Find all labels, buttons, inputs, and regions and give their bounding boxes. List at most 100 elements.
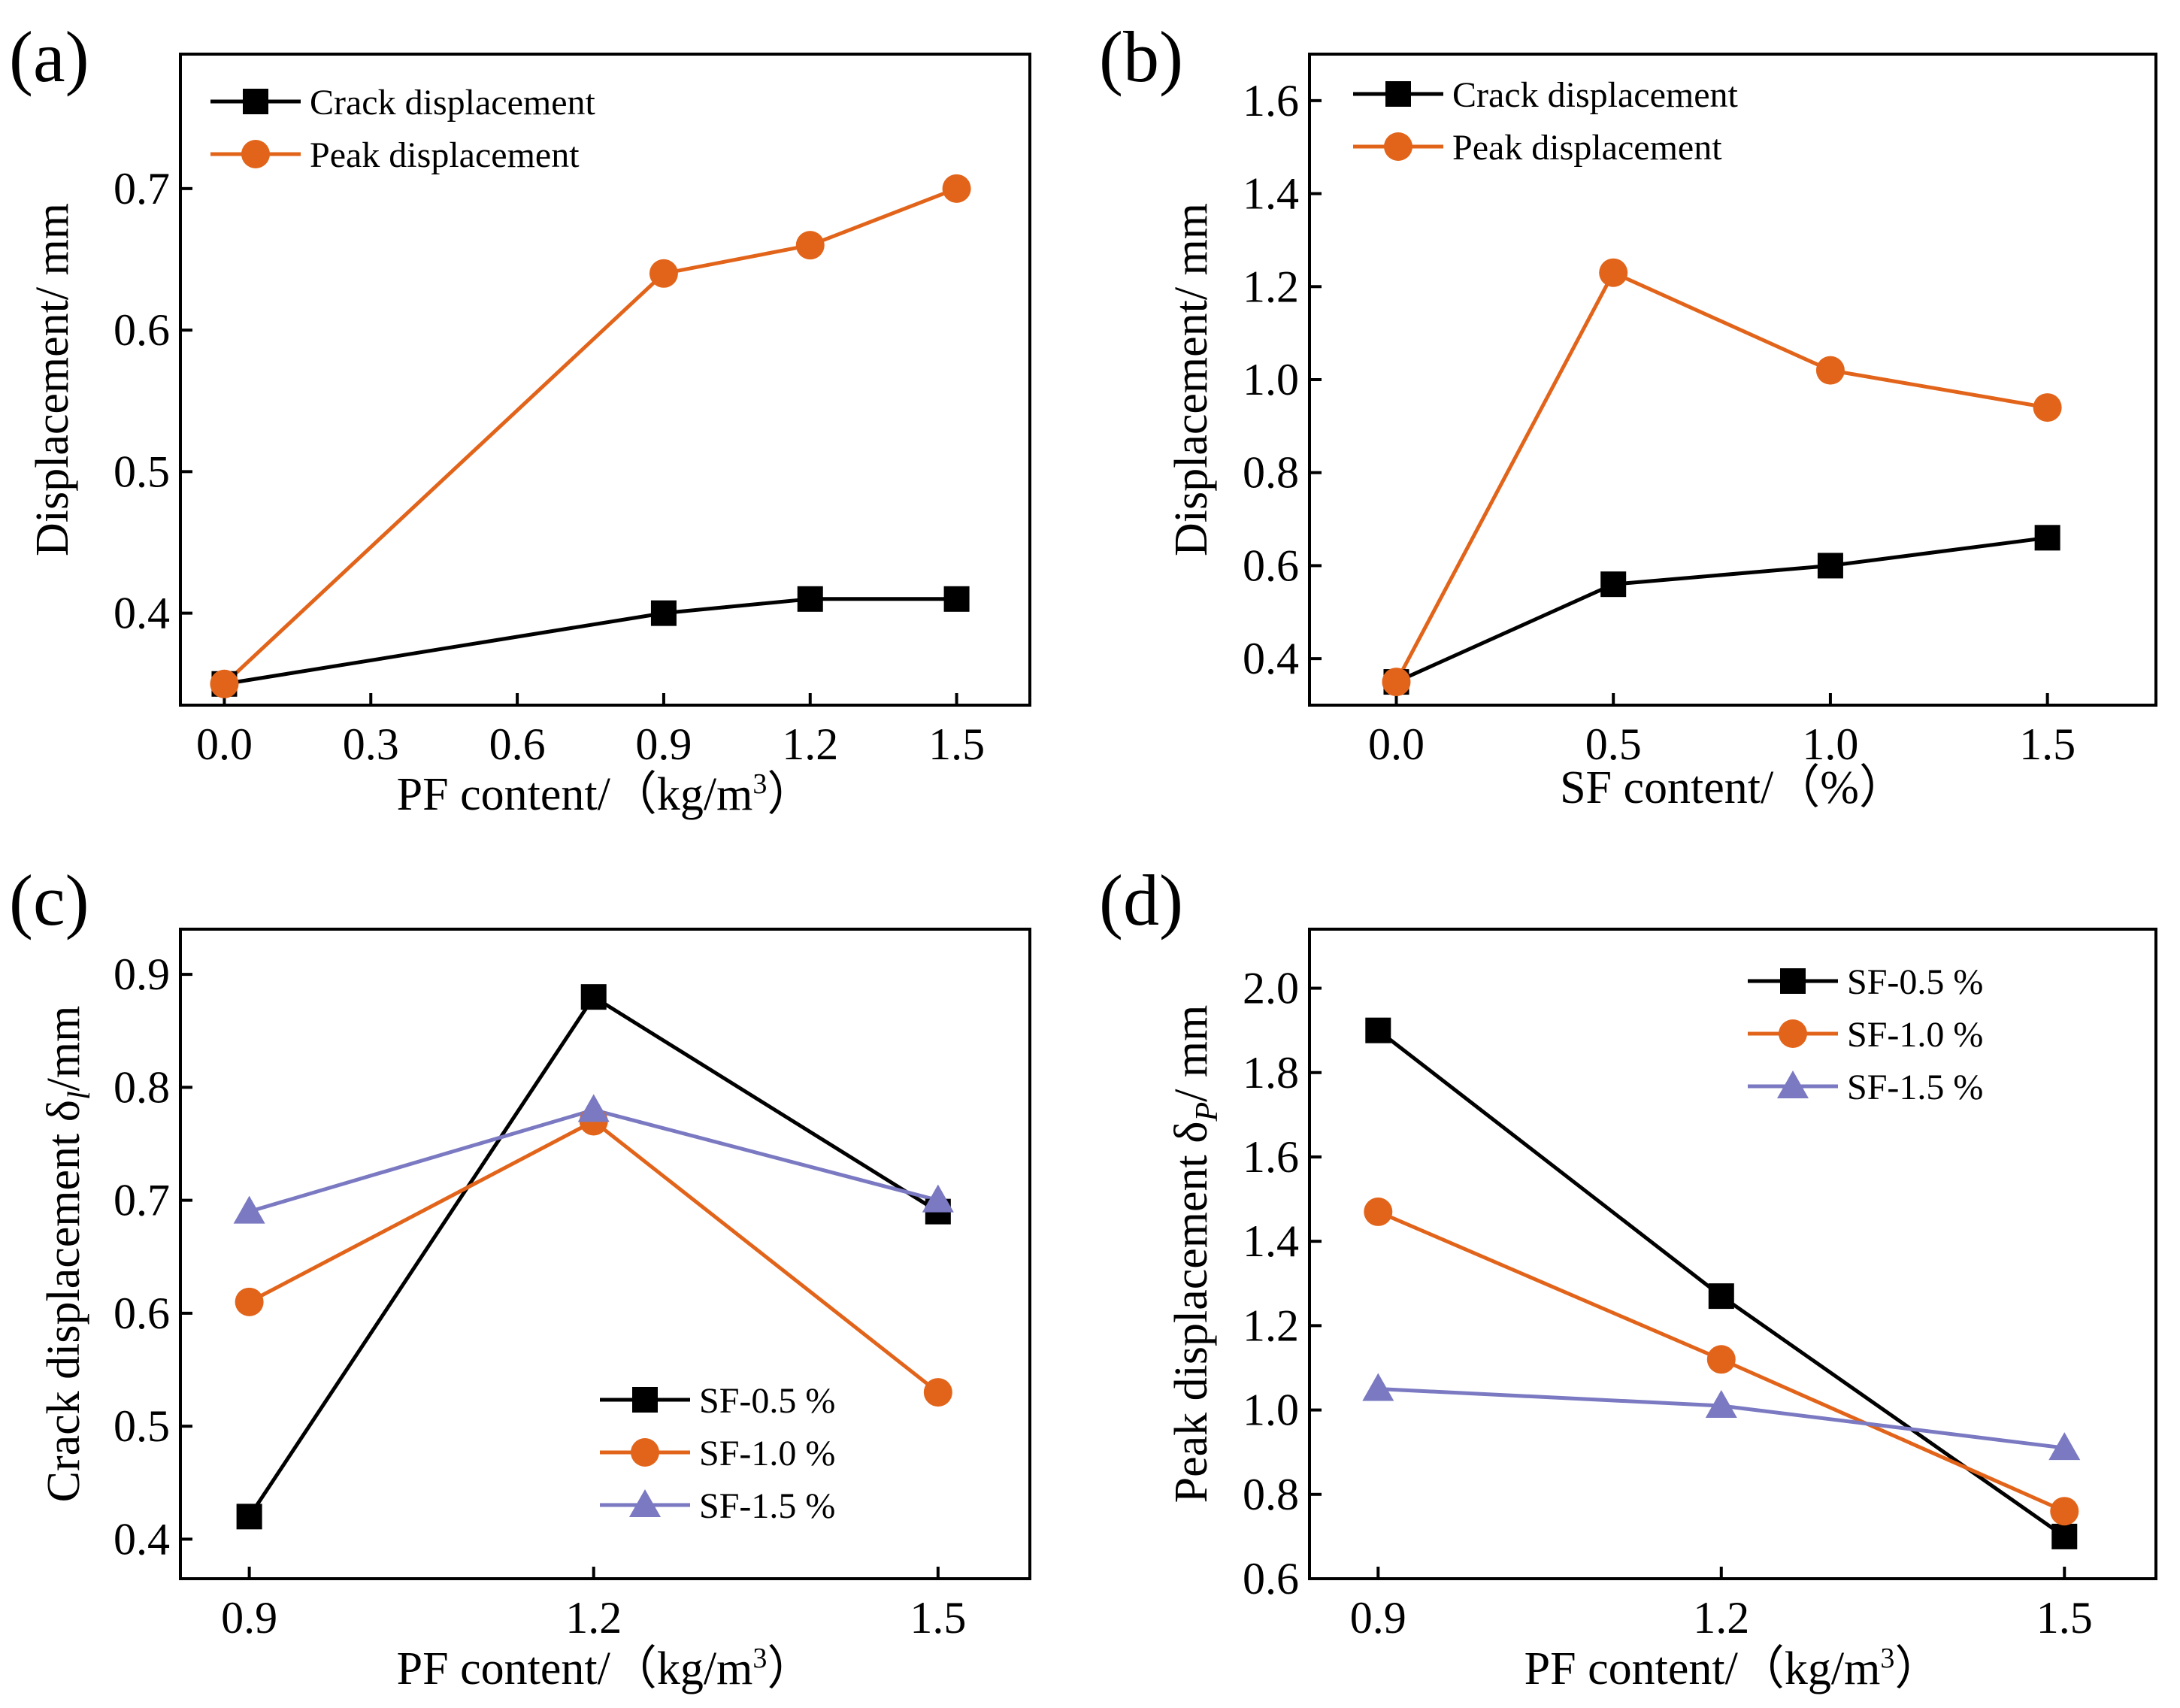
panel-a-y-tick-label: 0.5 xyxy=(114,447,170,496)
panel-b-x-tick-label: 0.5 xyxy=(1585,719,1642,769)
panel-d-data-point-0 xyxy=(1365,1017,1391,1043)
panel-d-data-point-2 xyxy=(1705,1389,1737,1418)
panel-d-data-point-1 xyxy=(1706,1345,1736,1374)
panel-b-series-line-1 xyxy=(1394,271,2048,683)
panel-a-legend-marker-1 xyxy=(241,140,270,168)
panel-a-y-tick-label: 0.6 xyxy=(114,305,170,355)
panel-b-legend-label-0: Crack displacement xyxy=(1452,75,1739,115)
panel-b-series-lines xyxy=(1394,271,2048,684)
panel-d-data-point-2 xyxy=(2048,1432,2081,1461)
panel-c-legend-marker-1 xyxy=(631,1438,659,1467)
panel-b-y-tick-label: 0.4 xyxy=(1243,634,1299,683)
panel-b-series-line-0 xyxy=(1395,535,2048,684)
panel-c-x-tick-label: 1.2 xyxy=(565,1593,622,1643)
panel-a-legend-marker-0 xyxy=(243,89,268,114)
panel-a-data-point-1 xyxy=(649,259,678,288)
panel-c-legend: SF-0.5 % SF-1.0 % SF-1.5 % xyxy=(600,1381,835,1526)
panel-c-x-tick-label: 1.5 xyxy=(910,1593,966,1643)
panel-b-ticks: 0.0 0.5 1.0 1.5 0.4 0.6 0.8 1.0 1.2 1.4 1.6 xyxy=(1243,76,2076,769)
panel-b-y-tick-label: 0.8 xyxy=(1243,448,1299,498)
panel-b-y-tick-label: 1.4 xyxy=(1243,169,1299,219)
panel-b-markers xyxy=(1382,258,2062,697)
panel-b-x-tick-label: 1.0 xyxy=(1802,719,1858,769)
panel-a-series-line-0 xyxy=(224,597,957,686)
panel-d-legend-marker-1 xyxy=(1779,1019,1807,1048)
panel-a-y-axis-title: Displacement/ mm xyxy=(27,203,78,556)
panel-c-data-point-1 xyxy=(923,1378,952,1407)
panel-b-legend-marker-0 xyxy=(1385,81,1411,107)
panel-b-x-tick-label: 0.0 xyxy=(1368,719,1425,769)
panel-a-x-axis-title: PF content/（kg/m3） xyxy=(397,768,814,820)
panel-c-legend-label-0: SF-0.5 % xyxy=(699,1381,835,1421)
panel-a-legend-label-1: Peak displacement xyxy=(310,135,580,175)
panel-c-y-tick-label: 0.8 xyxy=(114,1062,170,1112)
panel-c-legend-marker-0 xyxy=(632,1387,658,1413)
panel-b-data-point-0 xyxy=(1817,553,1843,579)
panel-d-markers xyxy=(1362,1017,2081,1549)
panel-b-y-tick-label: 1.6 xyxy=(1243,76,1299,126)
panel-d-data-point-0 xyxy=(2051,1523,2078,1549)
panel-c-markers xyxy=(233,984,954,1530)
panel-c-ticks: 0.9 1.2 1.5 0.4 0.5 0.6 0.7 0.8 0.9 xyxy=(114,949,966,1643)
panel-c-data-point-2 xyxy=(233,1195,265,1224)
panel-b-data-point-1 xyxy=(1382,668,1411,697)
panel-a-markers xyxy=(210,174,971,698)
panel-c-legend-label-1: SF-1.0 % xyxy=(699,1434,835,1473)
panel-b-y-tick-label: 1.2 xyxy=(1243,262,1299,311)
panel-a-series-line-1 xyxy=(223,186,958,686)
panel-a-data-point-1 xyxy=(795,231,825,260)
panel-a-data-point-0 xyxy=(650,600,677,626)
panel-c-y-tick-label: 0.6 xyxy=(114,1289,170,1338)
panel-a-x-tick-label: 0.3 xyxy=(343,719,399,769)
panel-b-label: (b) xyxy=(1099,17,1183,97)
panel-c-data-point-1 xyxy=(235,1287,264,1316)
panel-c: (c) 0.9 1.2 1.5 0.4 0.5 0.6 0.7 0.8 0.9 SF-0.5 %… xyxy=(9,860,1031,1694)
panel-a: (a) 0.0 0.3 0.6 0.9 1.2 1.5 0.4 0.5 0.6 0.7 Crack… xyxy=(9,17,1031,820)
panel-c-y-tick-label: 0.4 xyxy=(114,1514,170,1564)
panel-a-x-tick-label: 1.5 xyxy=(928,719,985,769)
panel-b-legend-label-1: Peak displacement xyxy=(1452,128,1722,168)
panel-b-x-tick-label: 1.5 xyxy=(2019,719,2076,769)
panel-b-y-axis-title: Displacement/ mm xyxy=(1166,203,1217,556)
panel-d-data-point-2 xyxy=(1362,1373,1394,1401)
panel-b-data-point-1 xyxy=(1815,356,1845,385)
panel-c-y-tick-label: 0.7 xyxy=(114,1176,170,1225)
panel-d-legend-label-0: SF-0.5 % xyxy=(1847,962,1983,1002)
panel-c-y-axis-title: Crack displacement δl/mm xyxy=(38,1006,97,1503)
panel-a-x-tick-label: 0.0 xyxy=(196,719,253,769)
panel-a-x-tick-label: 0.6 xyxy=(489,719,546,769)
panel-d-label: (d) xyxy=(1099,860,1183,940)
panel-d-y-tick-label: 0.8 xyxy=(1243,1470,1299,1519)
panel-a-y-tick-label: 0.7 xyxy=(114,164,170,214)
panel-b-data-point-0 xyxy=(2034,525,2060,551)
panel-d-x-tick-label: 1.5 xyxy=(2036,1593,2093,1643)
panel-d-x-tick-label: 1.2 xyxy=(1693,1593,1749,1643)
panel-d-legend-label-2: SF-1.5 % xyxy=(1847,1068,1983,1107)
panel-c-label: (c) xyxy=(9,860,89,940)
panel-c-y-tick-label: 0.9 xyxy=(114,949,170,999)
panel-d-y-tick-label: 1.0 xyxy=(1243,1385,1299,1435)
panel-d-y-tick-label: 1.2 xyxy=(1243,1301,1299,1350)
panel-c-series-line-1 xyxy=(248,1119,940,1395)
panel-b-data-point-1 xyxy=(1599,258,1628,287)
panel-d-ticks: 0.9 1.2 1.5 0.6 0.8 1.0 1.2 1.4 1.6 1.8 2.0 xyxy=(1243,964,2093,1643)
panel-a-legend: Crack displacement Peak displacement xyxy=(210,83,596,175)
panel-c-data-point-2 xyxy=(577,1094,610,1122)
panel-a-data-point-1 xyxy=(210,669,239,698)
panel-d-y-tick-label: 1.4 xyxy=(1243,1216,1299,1266)
panel-c-legend-label-2: SF-1.5 % xyxy=(699,1486,835,1526)
panel-c-x-tick-label: 0.9 xyxy=(221,1593,277,1643)
panel-a-ticks: 0.0 0.3 0.6 0.9 1.2 1.5 0.4 0.5 0.6 0.7 xyxy=(114,164,985,769)
panel-d: (d) 0.9 1.2 1.5 0.6 0.8 1.0 1.2 1.4 1.6 1.8 2.0 SF… xyxy=(1099,860,2157,1694)
panel-b-x-axis-title: SF content/（%） xyxy=(1560,762,1906,813)
panel-c-legend-marker-2 xyxy=(629,1489,661,1517)
panel-d-y-tick-label: 2.0 xyxy=(1243,964,1299,1013)
panel-c-data-point-2 xyxy=(922,1184,954,1213)
panel-d-legend-marker-0 xyxy=(1780,968,1806,994)
panel-a-data-point-0 xyxy=(797,586,823,612)
panel-a-data-point-1 xyxy=(942,174,971,203)
panel-d-legend-label-1: SF-1.0 % xyxy=(1847,1015,1983,1055)
panel-c-data-point-0 xyxy=(236,1504,262,1530)
panel-c-plot-frame xyxy=(179,928,1031,1580)
